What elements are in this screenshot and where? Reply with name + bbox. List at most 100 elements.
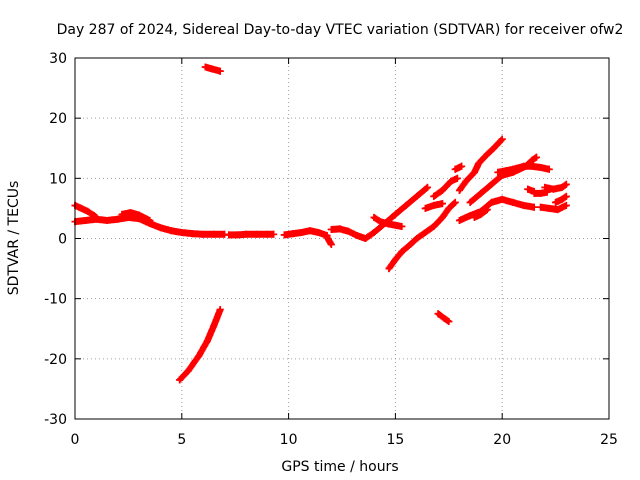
data-point bbox=[562, 201, 570, 209]
series-track-24 bbox=[176, 305, 224, 384]
data-point bbox=[528, 162, 536, 170]
series-trace bbox=[456, 135, 506, 194]
series-trace bbox=[456, 195, 538, 224]
data-point bbox=[297, 228, 305, 236]
data-point bbox=[406, 241, 414, 249]
x-tick-label: 25 bbox=[600, 432, 618, 448]
data-point bbox=[445, 204, 453, 212]
y-tick-label: 10 bbox=[49, 171, 67, 187]
data-point bbox=[327, 225, 335, 233]
data-point bbox=[225, 231, 233, 239]
data-point bbox=[344, 227, 352, 235]
data-point bbox=[530, 203, 538, 211]
data-point bbox=[156, 224, 164, 232]
data-point bbox=[455, 216, 463, 224]
x-tick-label: 15 bbox=[386, 432, 404, 448]
data-point bbox=[554, 206, 562, 214]
data-point bbox=[361, 235, 369, 242]
data-point bbox=[475, 159, 483, 167]
series-track-19 bbox=[524, 185, 538, 196]
series-track-25 bbox=[434, 310, 453, 326]
series-trace bbox=[176, 306, 224, 384]
data-point bbox=[118, 210, 126, 218]
series-track-8 bbox=[370, 213, 406, 230]
data-point bbox=[421, 228, 429, 236]
series-trace bbox=[434, 310, 453, 325]
data-point bbox=[398, 222, 406, 230]
data-point bbox=[552, 198, 560, 206]
data-point bbox=[376, 218, 384, 226]
data-point bbox=[494, 168, 502, 176]
data-point bbox=[545, 204, 553, 212]
data-point bbox=[77, 204, 85, 212]
data-point bbox=[451, 198, 459, 206]
data-point bbox=[421, 204, 429, 212]
data-point bbox=[167, 227, 175, 235]
series-track-22 bbox=[552, 192, 570, 206]
data-point bbox=[195, 352, 203, 360]
data-point bbox=[336, 225, 344, 233]
data-point bbox=[562, 192, 570, 200]
series-track-10 bbox=[421, 200, 446, 212]
data-point bbox=[82, 216, 90, 224]
data-point bbox=[477, 189, 485, 197]
data-point bbox=[537, 164, 545, 172]
data-point bbox=[114, 215, 122, 223]
data-point bbox=[216, 305, 224, 313]
data-point bbox=[447, 177, 455, 185]
data-point bbox=[413, 192, 421, 200]
ticks: 0 5 10 15 20 25 -30 -20 -10 0 10 20 30 bbox=[44, 51, 618, 448]
data-point bbox=[537, 203, 545, 211]
data-point bbox=[477, 210, 485, 218]
data-point bbox=[558, 195, 566, 203]
data-point bbox=[391, 221, 399, 229]
series-track-6 bbox=[323, 233, 335, 249]
data-point bbox=[438, 186, 446, 194]
x-tick-label: 0 bbox=[71, 432, 80, 448]
data-point bbox=[434, 310, 442, 318]
data-point bbox=[146, 216, 154, 224]
data-point bbox=[127, 209, 135, 217]
data-point bbox=[455, 186, 463, 194]
series-track-4 bbox=[225, 230, 278, 239]
series-trace bbox=[385, 198, 459, 273]
data-point bbox=[289, 230, 297, 238]
grid bbox=[75, 58, 609, 419]
data-point bbox=[524, 185, 532, 193]
x-tick-label: 10 bbox=[280, 432, 298, 448]
data-point bbox=[280, 231, 288, 239]
data-point bbox=[253, 230, 261, 238]
data-point bbox=[323, 233, 331, 241]
data-point bbox=[184, 367, 192, 375]
data-point bbox=[530, 188, 538, 196]
data-point bbox=[488, 198, 496, 206]
data-point bbox=[188, 230, 196, 238]
data-point bbox=[532, 153, 540, 161]
data-point bbox=[391, 210, 399, 218]
data-point bbox=[370, 228, 378, 236]
data-point bbox=[178, 228, 186, 236]
data-point bbox=[520, 201, 528, 209]
data-point bbox=[528, 156, 536, 164]
data-point bbox=[470, 213, 478, 221]
y-tick-label: 0 bbox=[58, 232, 67, 248]
data-point bbox=[509, 165, 517, 173]
y-tick-label: -30 bbox=[44, 412, 67, 428]
series-track-20 bbox=[537, 201, 570, 214]
data-point bbox=[498, 135, 506, 143]
data-point bbox=[92, 215, 100, 223]
data-point bbox=[413, 235, 421, 242]
data-point bbox=[430, 192, 438, 200]
series-track-9 bbox=[385, 198, 459, 273]
y-axis-label: SDTVAR / TECUs bbox=[6, 181, 22, 296]
data-layer bbox=[71, 63, 570, 384]
data-point bbox=[445, 318, 453, 326]
chart-title: Day 287 of 2024, Sidereal Day-to-day VTE… bbox=[57, 22, 624, 38]
y-tick-label: -20 bbox=[44, 352, 67, 368]
data-point bbox=[483, 206, 491, 214]
y-tick-label: 20 bbox=[49, 111, 67, 127]
data-point bbox=[549, 185, 557, 193]
data-point bbox=[441, 315, 449, 323]
data-point bbox=[103, 216, 111, 224]
